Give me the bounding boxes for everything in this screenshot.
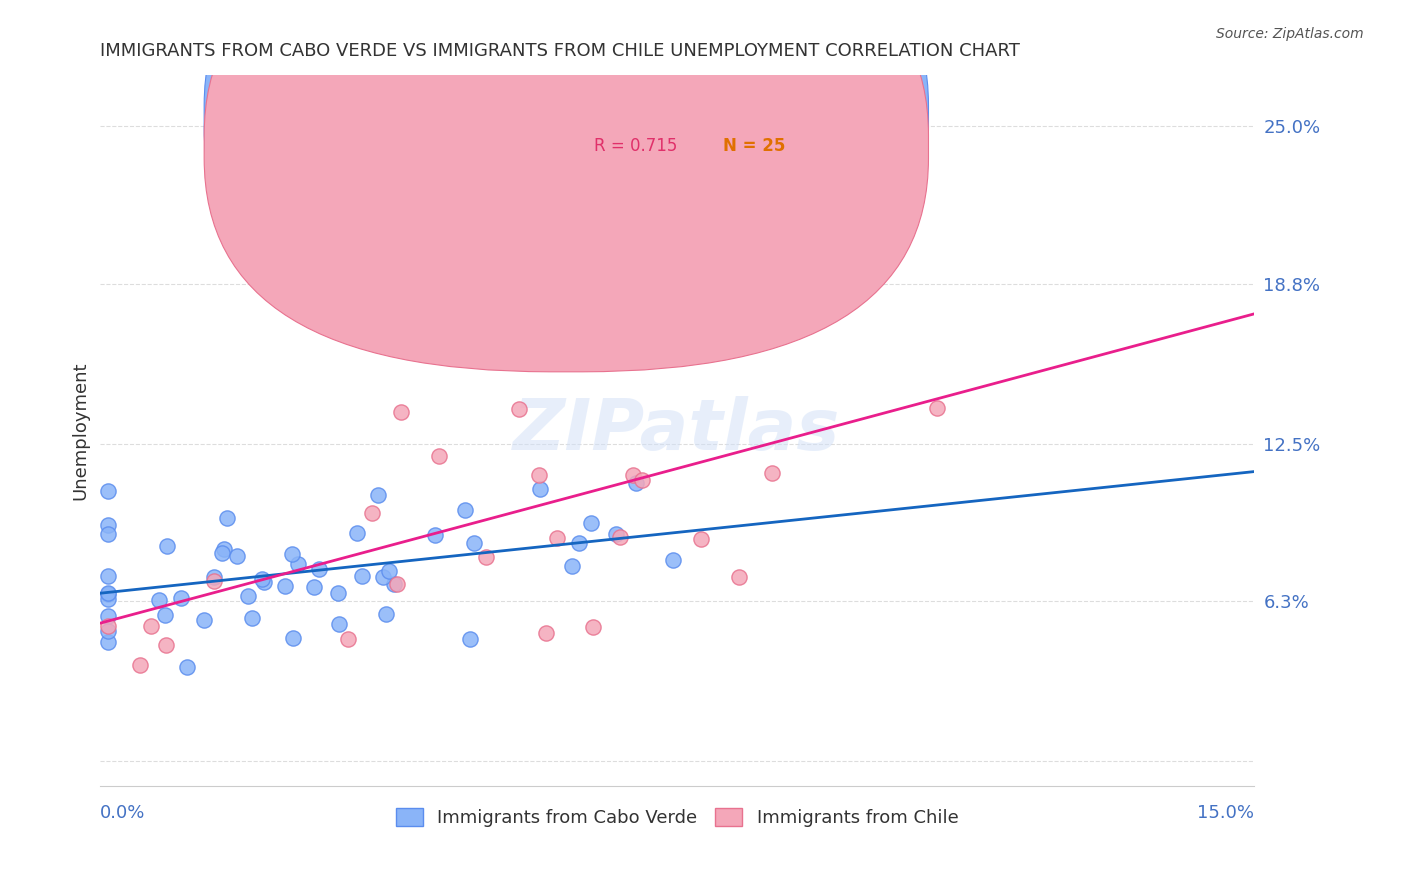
Point	[97, 609, 120, 624]
Text: IMMIGRANTS FROM CABO VERDE VS IMMIGRANTS FROM CHILE UNEMPLOYMENT CORRELATION CHA: IMMIGRANTS FROM CABO VERDE VS IMMIGRANTS…	[100, 42, 1021, 60]
Point	[97, 526, 120, 541]
Point	[211, 546, 233, 560]
Point	[609, 530, 631, 544]
Point	[508, 402, 530, 417]
Point	[97, 591, 120, 606]
Point	[97, 585, 120, 599]
Point	[328, 585, 350, 599]
Text: 0.0%: 0.0%	[100, 805, 146, 822]
Point	[925, 401, 948, 415]
Point	[389, 405, 412, 419]
Point	[238, 589, 260, 603]
Point	[346, 525, 368, 540]
Text: ZIPatlas: ZIPatlas	[513, 396, 841, 466]
Point	[97, 517, 120, 532]
Point	[169, 591, 191, 605]
Point	[662, 553, 685, 567]
Point	[97, 568, 120, 582]
Point	[148, 592, 170, 607]
Point	[328, 616, 350, 631]
Point	[621, 468, 644, 483]
Point	[97, 484, 120, 499]
Point	[377, 565, 399, 579]
Point	[527, 175, 550, 189]
Point	[176, 660, 198, 674]
Point	[281, 547, 304, 561]
Point	[561, 558, 583, 573]
Point	[350, 569, 373, 583]
Point	[581, 516, 603, 530]
Point	[373, 570, 395, 584]
Point	[202, 574, 225, 589]
Point	[302, 580, 325, 594]
Point	[97, 618, 120, 632]
Point	[97, 587, 120, 601]
Point	[546, 531, 568, 545]
Point	[281, 632, 304, 646]
Point	[375, 607, 398, 621]
Point	[631, 473, 654, 487]
FancyBboxPatch shape	[204, 0, 928, 342]
Text: R = 0.293: R = 0.293	[593, 107, 678, 126]
Point	[156, 540, 179, 554]
Point	[129, 658, 152, 673]
Text: N = 51: N = 51	[723, 107, 786, 126]
Text: 15.0%: 15.0%	[1197, 805, 1254, 822]
Point	[454, 503, 477, 517]
FancyBboxPatch shape	[527, 89, 851, 175]
Point	[287, 557, 309, 571]
Point	[212, 541, 235, 556]
Point	[605, 526, 627, 541]
Text: N = 25: N = 25	[723, 137, 786, 155]
Point	[217, 511, 239, 525]
Point	[337, 632, 360, 646]
Point	[250, 572, 273, 586]
Point	[155, 638, 177, 652]
Point	[252, 575, 274, 590]
Point	[427, 450, 450, 464]
Point	[97, 635, 120, 649]
Point	[225, 549, 247, 563]
Point	[728, 289, 751, 303]
Point	[367, 487, 389, 501]
Point	[690, 532, 713, 546]
Point	[155, 608, 177, 623]
Point	[761, 467, 783, 481]
Point	[361, 506, 384, 520]
Point	[202, 570, 225, 584]
Point	[728, 570, 751, 584]
Point	[97, 624, 120, 638]
Y-axis label: Unemployment: Unemployment	[72, 361, 89, 500]
Text: R = 0.715: R = 0.715	[593, 137, 678, 155]
Point	[582, 620, 605, 634]
Point	[624, 475, 647, 490]
FancyBboxPatch shape	[204, 0, 928, 372]
Point	[385, 576, 408, 591]
Point	[423, 528, 446, 542]
Point	[458, 632, 481, 647]
Point	[240, 611, 263, 625]
Point	[475, 550, 498, 565]
Legend: Immigrants from Cabo Verde, Immigrants from Chile: Immigrants from Cabo Verde, Immigrants f…	[388, 800, 966, 834]
Point	[274, 578, 297, 592]
Text: Source: ZipAtlas.com: Source: ZipAtlas.com	[1216, 27, 1364, 41]
Point	[139, 619, 162, 633]
Point	[529, 482, 551, 496]
Point	[527, 468, 550, 483]
Point	[463, 536, 485, 550]
Point	[536, 625, 558, 640]
Point	[567, 535, 589, 549]
Point	[382, 576, 405, 591]
Point	[308, 562, 330, 576]
Point	[193, 614, 215, 628]
